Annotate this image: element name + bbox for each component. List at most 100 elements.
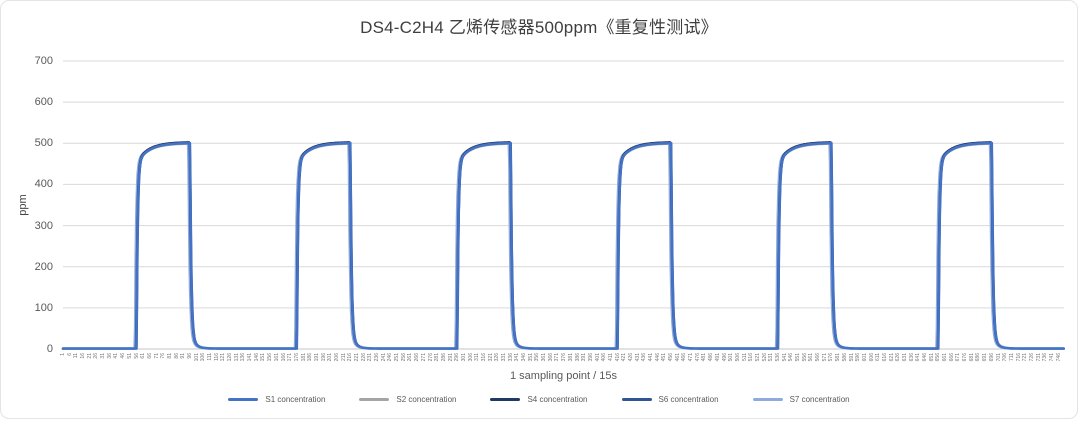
x-axis-tick-label: 696: [988, 353, 995, 362]
x-axis-tick-label: 366: [547, 353, 554, 362]
x-axis-tick-label: 271: [420, 353, 427, 362]
x-axis-tick-label: 721: [1022, 353, 1029, 362]
x-axis-tick-label: 56: [133, 353, 140, 359]
series-line-s4: [62, 141, 1065, 350]
x-axis-tick-label: 326: [494, 353, 501, 362]
legend-item-s1: S1 concentration: [228, 395, 325, 404]
legend-item-s6: S6 concentration: [621, 395, 719, 404]
x-axis-tick-label: 621: [888, 353, 895, 362]
x-axis-tick-label: 196: [320, 353, 327, 362]
x-axis-tick-label: 121: [220, 353, 227, 362]
x-axis-tick-label: 346: [521, 353, 528, 362]
x-axis-tick-label: 306: [467, 353, 474, 362]
x-axis-tick-label: 491: [714, 353, 721, 362]
y-axis-tick-label: 300: [34, 219, 53, 232]
legend-line-swatch: [359, 398, 390, 401]
x-axis-tick-label: 101: [193, 353, 200, 362]
x-axis-tick-label: 176: [293, 353, 300, 362]
x-axis-tick-label: 51: [126, 353, 133, 359]
x-axis-tick-label: 131: [233, 353, 240, 362]
x-axis-tick-label: 541: [781, 353, 788, 362]
x-axis-tick-label: 191: [313, 353, 320, 362]
x-axis-tick-label: 71: [153, 353, 160, 359]
x-axis-tick-label: 221: [354, 353, 361, 362]
series-line-s7: [61, 142, 1065, 350]
x-axis-tick-label: 426: [627, 353, 634, 362]
x-axis-tick-label: 161: [273, 353, 280, 362]
x-axis-tick-label: 246: [387, 353, 394, 362]
x-axis-tick-label: 31: [100, 353, 107, 359]
x-axis-tick-label: 146: [253, 353, 260, 362]
x-axis-title: 1 sampling point / 15s: [509, 370, 617, 382]
x-axis-tick-label: 6: [66, 353, 73, 356]
x-axis-tick-label: 546: [788, 353, 795, 362]
y-axis-tick-label: 400: [34, 178, 53, 191]
x-axis-tick-label: 606: [868, 353, 875, 362]
x-axis-tick-label: 501: [728, 353, 735, 362]
x-axis-tick-label: 381: [567, 353, 574, 362]
x-axis-tick-label: 281: [434, 353, 441, 362]
x-axis-tick-label: 451: [661, 353, 668, 362]
x-axis-tick-label: 626: [895, 353, 902, 362]
x-axis-tick-label: 406: [601, 353, 608, 362]
x-axis-tick-label: 421: [621, 353, 628, 362]
x-axis-tick-label: 651: [928, 353, 935, 362]
x-axis-tick-label: 661: [942, 353, 949, 362]
x-axis-tick-label: 516: [748, 353, 755, 362]
x-axis-tick-label: 686: [975, 353, 982, 362]
x-axis-tick-label: 601: [861, 353, 868, 362]
x-axis-tick-label: 396: [587, 353, 594, 362]
x-axis-tick-label: 166: [280, 353, 287, 362]
x-axis-tick-label: 571: [821, 353, 828, 362]
x-axis-tick-label: 441: [648, 353, 655, 362]
x-axis-tick-label: 331: [501, 353, 508, 362]
x-axis-tick-label: 691: [982, 353, 989, 362]
x-axis-tick-label: 1: [60, 353, 66, 356]
x-axis-tick-label: 681: [968, 353, 975, 362]
x-axis-tick-label: 531: [768, 353, 775, 362]
y-axis-tick-label: 600: [34, 96, 53, 109]
legend-line-swatch: [490, 398, 521, 401]
x-axis-tick-label: 136: [240, 353, 247, 362]
y-axis-tick-label: 700: [34, 55, 53, 67]
x-axis-tick-label: 376: [561, 353, 568, 362]
x-axis-tick-label: 181: [300, 353, 307, 362]
x-axis-tick-label: 211: [340, 353, 347, 361]
x-axis-tick-label: 321: [487, 353, 494, 362]
x-axis-tick-label: 631: [901, 353, 908, 362]
x-axis-tick-label: 351: [527, 353, 534, 362]
x-axis-tick-label: 111: [207, 353, 213, 361]
x-axis-tick-label: 486: [708, 353, 715, 362]
x-axis-tick-label: 656: [935, 353, 942, 362]
x-axis-tick-label: 561: [808, 353, 815, 362]
x-axis-tick-label: 551: [795, 353, 802, 362]
y-axis-tick-label: 500: [34, 137, 53, 150]
series-line-s1: [61, 141, 1065, 350]
x-axis-tick-label: 476: [694, 353, 701, 362]
x-axis-tick-label: 711: [1008, 353, 1015, 361]
x-axis-tick-label: 216: [347, 353, 354, 362]
x-axis-tick-label: 26: [93, 353, 100, 359]
x-axis-tick-label: 461: [674, 353, 681, 362]
x-axis-tick-label: 301: [460, 353, 467, 362]
x-axis-tick-label: 236: [374, 353, 381, 362]
x-axis-tick-label: 116: [213, 353, 220, 361]
x-axis-tick-label: 556: [801, 353, 808, 362]
legend-label: S7 concentration: [789, 395, 850, 404]
x-axis-tick-label: 256: [400, 353, 407, 362]
x-axis-tick-label: 526: [761, 353, 768, 362]
x-axis-tick-label: 91: [180, 353, 187, 359]
y-axis-tick-label: 0: [46, 343, 53, 355]
x-axis-tick-label: 46: [120, 353, 127, 359]
x-axis-tick-label: 141: [247, 353, 254, 362]
x-axis-tick-label: 446: [654, 353, 661, 362]
legend-label: S2 concentration: [396, 395, 457, 404]
x-axis-tick-label: 611: [875, 353, 882, 361]
legend: S1 concentration S2 concentration S4 conce…: [1, 395, 1077, 404]
y-axis-tick-label: 200: [34, 260, 53, 273]
x-axis-tick-label: 596: [855, 353, 862, 362]
x-axis-tick-label: 251: [394, 353, 401, 362]
series-line-s6: [62, 141, 1065, 350]
x-axis-tick-label: 361: [541, 353, 548, 362]
